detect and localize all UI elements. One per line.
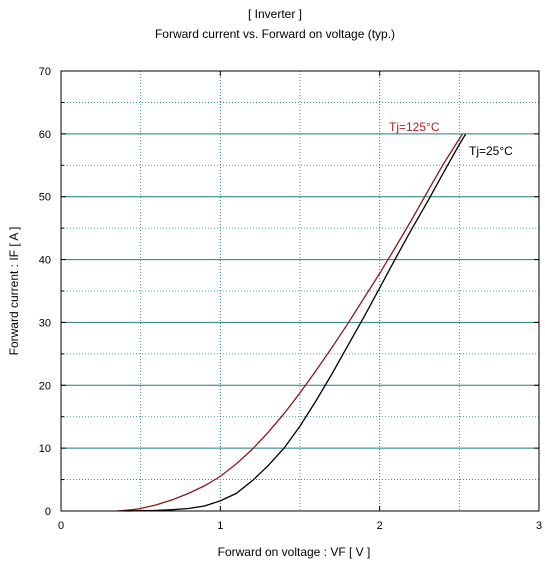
y-tick-label: 10 [39, 443, 51, 455]
series-label-tj25: Tj=25°C [469, 144, 513, 158]
y-tick-label: 0 [45, 506, 51, 518]
x-tick-label: 2 [377, 520, 383, 532]
plot-series [116, 133, 467, 512]
y-tick-label: 30 [39, 317, 51, 329]
y-axis-label: Forward current : IF [ A ] [7, 227, 21, 356]
y-tick-label: 50 [39, 192, 51, 204]
series-line-0 [116, 133, 464, 512]
x-axis-label: Forward on voltage : VF [ V ] [218, 545, 371, 559]
chart-title: [ Inverter ] [248, 7, 302, 21]
chart-subtitle: Forward current vs. Forward on voltage (… [155, 27, 395, 41]
x-tick-label: 3 [536, 520, 542, 532]
series-line-1 [124, 133, 467, 512]
x-tick-label: 0 [58, 520, 64, 532]
x-tick-label: 1 [217, 520, 223, 532]
grid [61, 71, 539, 511]
y-tick-label: 60 [39, 129, 51, 141]
y-tick-label: 20 [39, 380, 51, 392]
y-tick-label: 70 [39, 66, 51, 78]
y-tick-label: 40 [39, 255, 51, 267]
series-label-tj125: Tj=125°C [389, 120, 440, 134]
